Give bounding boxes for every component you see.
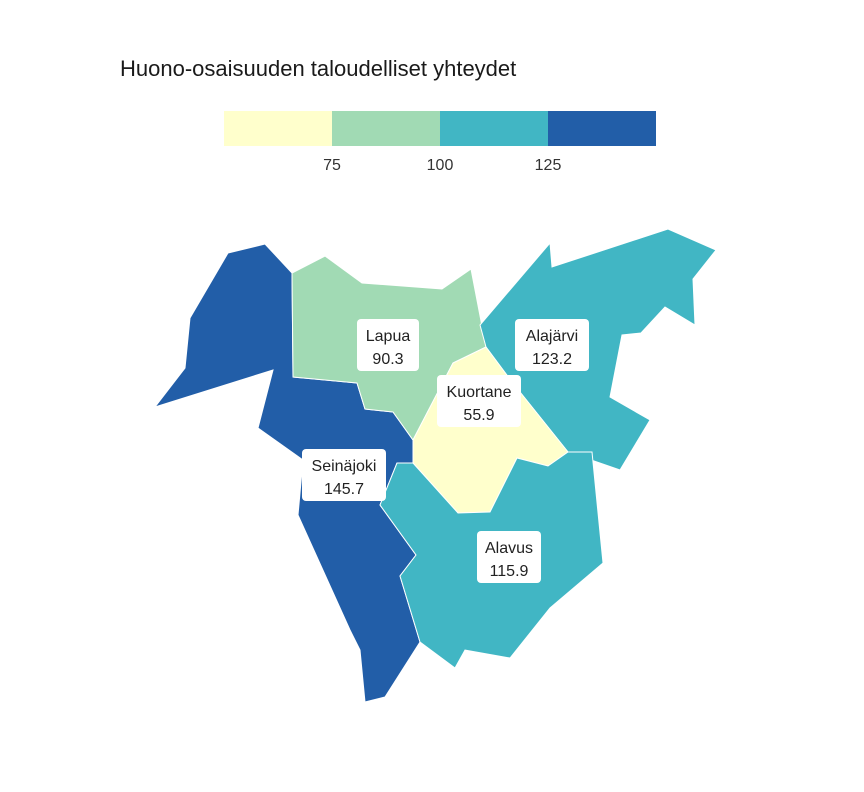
legend-swatch-1: [224, 111, 332, 146]
label-seinajoki: Seinäjoki 145.7: [302, 449, 386, 501]
legend-swatch-3: [440, 111, 548, 146]
label-lapua: Lapua 90.3: [357, 319, 419, 371]
municipality-value: 90.3: [372, 351, 403, 368]
region-alajarvi[interactable]: [479, 228, 717, 471]
color-legend: 75 100 125: [224, 111, 656, 174]
map-title: Huono-osaisuuden taloudelliset yhteydet: [120, 56, 517, 81]
municipality-name: Alavus: [485, 540, 533, 557]
municipality-name: Kuortane: [447, 384, 512, 401]
municipality-value: 115.9: [490, 563, 529, 580]
legend-tick: 100: [427, 157, 454, 174]
legend-tick: 75: [323, 157, 341, 174]
label-alajarvi: Alajärvi 123.2: [515, 319, 589, 371]
municipality-value: 55.9: [463, 407, 494, 424]
legend-swatch-2: [332, 111, 440, 146]
municipality-value: 123.2: [532, 351, 572, 368]
legend-swatch-4: [548, 111, 656, 146]
legend-tick: 125: [535, 157, 562, 174]
municipality-name: Seinäjoki: [312, 458, 377, 475]
municipality-name: Lapua: [366, 328, 411, 345]
municipality-name: Alajärvi: [526, 328, 578, 345]
label-kuortane: Kuortane 55.9: [437, 375, 521, 427]
municipality-value: 145.7: [324, 481, 364, 498]
label-alavus: Alavus 115.9: [477, 531, 541, 583]
